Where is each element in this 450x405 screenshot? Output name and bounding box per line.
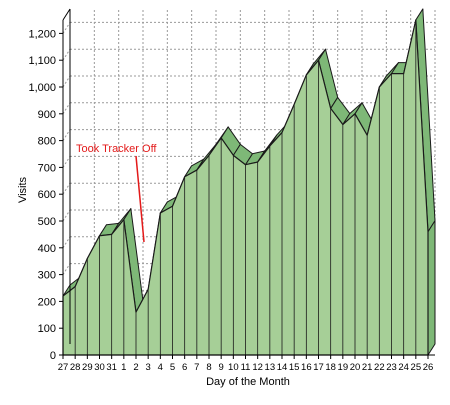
y-axis-top-edge bbox=[62, 8, 71, 21]
grid-line-horizontal bbox=[62, 102, 71, 115]
y-tick-label: 800 bbox=[38, 136, 56, 148]
grid-line-horizontal bbox=[62, 156, 71, 168]
y-tick-label: 500 bbox=[38, 216, 56, 228]
x-tick-label: 11 bbox=[241, 362, 251, 373]
x-tick-label: 13 bbox=[265, 362, 276, 373]
x-tick-label: 14 bbox=[277, 362, 288, 373]
y-tick-labels: 0 100 200 300 400 500 600 700 800 900 1,000 1,100 1,… bbox=[28, 28, 56, 362]
area-end-cap bbox=[427, 219, 436, 357]
x-tick-label: 28 bbox=[70, 362, 81, 373]
x-tick-label: 27 bbox=[58, 362, 69, 373]
x-tick-label: 19 bbox=[338, 362, 349, 373]
x-tick-label: 22 bbox=[374, 362, 385, 373]
y-tick-label: 1,200 bbox=[28, 28, 56, 40]
x-tick-label: 16 bbox=[301, 362, 312, 373]
y-tick-label: 700 bbox=[38, 162, 56, 174]
x-tick-label: 3 bbox=[146, 362, 151, 373]
y-tick-label: 0 bbox=[50, 350, 56, 362]
chart-axes bbox=[59, 8, 435, 359]
x-tick-label: 25 bbox=[411, 362, 422, 373]
grid-line-horizontal bbox=[62, 236, 71, 249]
x-tick-label: 4 bbox=[158, 362, 163, 373]
x-tick-label: 26 bbox=[423, 362, 434, 373]
y-tick-label: 600 bbox=[38, 189, 56, 201]
x-tick-label: 17 bbox=[313, 362, 324, 373]
y-tick-label: 300 bbox=[38, 270, 56, 282]
x-tick-label: 30 bbox=[94, 362, 105, 373]
x-tick-label: 18 bbox=[325, 362, 336, 373]
x-tick-label: 23 bbox=[386, 362, 397, 373]
grid-line-horizontal bbox=[62, 48, 71, 61]
chart-area-layer bbox=[62, 8, 436, 357]
x-tick-labels: 27 28 29 30 31 1 2 3 4 5 6 7 8 9 10 11 12 13 14 15 16 17 18 19 2… bbox=[58, 362, 434, 373]
x-tick-label: 9 bbox=[219, 362, 224, 373]
grid-line-horizontal bbox=[62, 129, 71, 141]
x-tick-label: 6 bbox=[182, 362, 187, 373]
x-tick-label: 29 bbox=[82, 362, 93, 373]
y-tick-label: 400 bbox=[38, 243, 56, 255]
x-tick-label: 12 bbox=[252, 362, 263, 373]
x-tick-label: 31 bbox=[106, 362, 117, 373]
y-tick-label: 200 bbox=[38, 296, 56, 308]
x-tick-label: 8 bbox=[206, 362, 211, 373]
y-tick-label: 1,100 bbox=[28, 55, 56, 67]
x-tick-label: 15 bbox=[289, 362, 300, 373]
x-tick-label: 7 bbox=[194, 362, 199, 373]
annotation-layer: Took Tracker Off bbox=[76, 143, 157, 243]
x-tick-label: 2 bbox=[133, 362, 138, 373]
grid-line-horizontal bbox=[62, 22, 71, 34]
x-tick-label: 10 bbox=[228, 362, 239, 373]
x-axis-label: Day of the Month bbox=[206, 376, 290, 388]
y-tick-label: 1,000 bbox=[28, 82, 56, 94]
annotation-label: Took Tracker Off bbox=[76, 143, 157, 155]
grid-line-horizontal bbox=[62, 209, 71, 222]
y-axis-label: Visits bbox=[17, 176, 29, 203]
x-tick-label: 20 bbox=[350, 362, 361, 373]
grid-line-horizontal bbox=[62, 182, 71, 195]
y-tick-label: 100 bbox=[38, 323, 56, 335]
grid-line-horizontal bbox=[62, 263, 71, 275]
x-tick-label: 24 bbox=[398, 362, 409, 373]
x-tick-label: 5 bbox=[170, 362, 175, 373]
annotation-pointer-line bbox=[135, 155, 145, 243]
x-tick-label: 21 bbox=[362, 362, 373, 373]
x-tick-label: 1 bbox=[121, 362, 126, 373]
grid-line-horizontal bbox=[62, 75, 71, 88]
y-tick-label: 900 bbox=[38, 109, 56, 121]
